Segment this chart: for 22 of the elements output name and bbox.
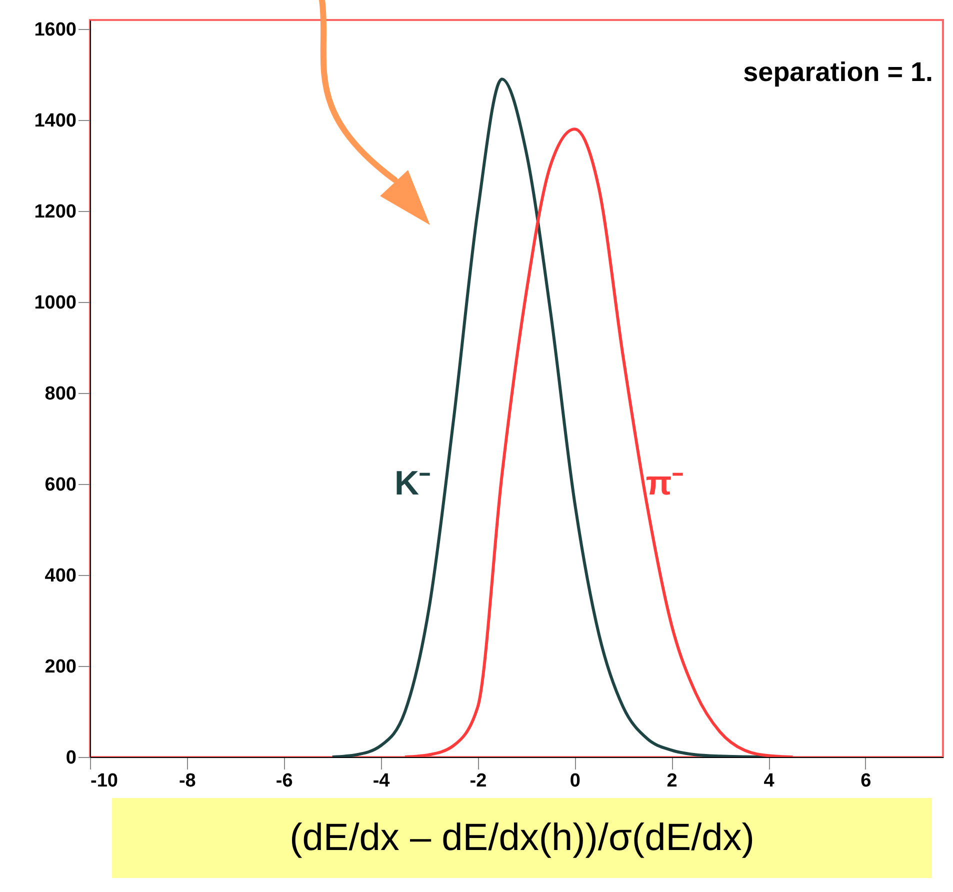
y-tick-label: 1200 [34, 202, 76, 223]
x-tick-label: -8 [178, 770, 196, 792]
y-tick-label: 800 [44, 384, 76, 405]
x-tick-label: -2 [470, 770, 487, 792]
series-label: K⁻ [394, 464, 430, 502]
y-tick-label: 1600 [34, 20, 76, 41]
x-tick-label: 2 [666, 770, 678, 792]
y-tick-label: 0 [66, 748, 76, 768]
x-tick-label: -4 [372, 770, 390, 792]
y-tick-label: 1400 [34, 110, 76, 132]
y-tick-label: 1000 [34, 292, 76, 314]
series-label: π⁻ [646, 464, 683, 502]
x-tick-label: -10 [90, 770, 118, 792]
x-axis-title: (dE/dx – dE/dx(h))/σ(dE/dx) [112, 798, 932, 878]
y-tick-label: 200 [44, 656, 76, 678]
y-tick-label: 600 [44, 474, 76, 496]
x-tick-label: 6 [860, 770, 872, 792]
y-tick-label: 400 [44, 566, 76, 587]
x-tick-label: 4 [764, 770, 775, 792]
annotation: separation = 1. [743, 57, 933, 87]
x-tick-label: 0 [570, 770, 580, 792]
x-tick-label: -6 [276, 770, 293, 792]
